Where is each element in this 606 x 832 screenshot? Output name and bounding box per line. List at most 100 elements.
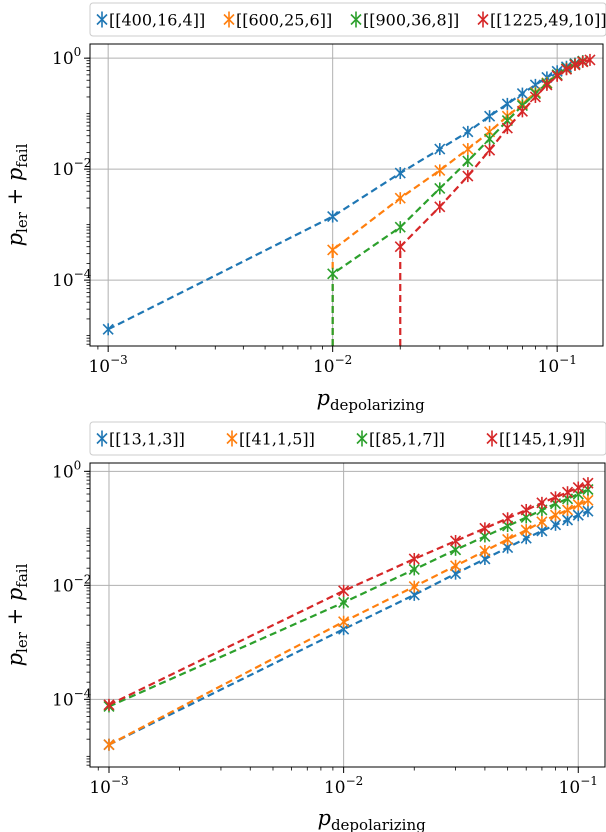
legend-box bbox=[89, 2, 606, 37]
plot-frame bbox=[89, 43, 604, 347]
series-0 bbox=[102, 55, 589, 336]
x-tick-label-0: 10−3 bbox=[88, 353, 127, 377]
series-3-point-6 bbox=[529, 90, 541, 103]
series-3-point-10 bbox=[572, 481, 584, 494]
series-2-point-2 bbox=[408, 563, 420, 576]
series-line-1 bbox=[108, 499, 589, 746]
series-1-point-2 bbox=[434, 164, 446, 177]
series-3-point-3 bbox=[484, 144, 496, 157]
series-line-0 bbox=[107, 60, 584, 331]
series-0-point-5 bbox=[484, 110, 496, 123]
series-0-point-6 bbox=[501, 97, 513, 110]
series-2-point-4 bbox=[484, 132, 496, 145]
series-1-point-6 bbox=[520, 524, 532, 537]
legend-item-3: [[1225,49,10]] bbox=[477, 11, 606, 30]
legend-item-1: [[41,1,5]] bbox=[226, 430, 315, 449]
tick-labels: 10−3 10−2 10−1 10−4 10−2 100 bbox=[52, 45, 577, 377]
legend-label-2: [[85,1,7]] bbox=[369, 430, 445, 449]
series-3-point-0 bbox=[103, 698, 115, 711]
series-0-point-7 bbox=[516, 87, 528, 100]
series-3-point-11 bbox=[582, 477, 594, 490]
y-tick-label-2: 100 bbox=[52, 458, 81, 482]
series-0-point-0 bbox=[102, 323, 114, 336]
series-3 bbox=[394, 53, 596, 346]
grid bbox=[90, 463, 605, 767]
series-3-point-10 bbox=[569, 58, 581, 71]
series-3-point-2 bbox=[462, 170, 474, 183]
series-1-point-1 bbox=[394, 192, 406, 205]
x-tick-label-2: 10−1 bbox=[538, 353, 577, 377]
series-3-point-7 bbox=[541, 78, 553, 91]
series-line-0 bbox=[108, 510, 589, 746]
minor-ticks bbox=[86, 470, 568, 771]
series-1-point-4 bbox=[479, 545, 491, 558]
series-1-point-0 bbox=[103, 738, 115, 751]
series-3-point-2 bbox=[408, 552, 420, 565]
series-2 bbox=[103, 483, 594, 713]
legend-label-2: [[900,36,8]] bbox=[363, 11, 459, 30]
series-3-point-11 bbox=[577, 55, 589, 68]
series-0-point-9 bbox=[561, 514, 574, 527]
series-3 bbox=[103, 477, 594, 711]
x-axis-label: pdepolarizing bbox=[317, 386, 426, 414]
series-0 bbox=[103, 505, 594, 751]
series-3-point-4 bbox=[501, 122, 513, 135]
series-1 bbox=[103, 494, 594, 751]
series-line-3 bbox=[399, 58, 591, 346]
series-2-point-2 bbox=[434, 182, 446, 195]
legend-item-2: [[85,1,7]] bbox=[356, 430, 445, 449]
series-0-point-10 bbox=[572, 509, 584, 522]
chart-top: 10−3 10−2 10−1 10−4 10−2 100 [[400,16,4]] [[600… bbox=[3, 2, 606, 414]
series-3-point-0 bbox=[394, 240, 406, 253]
tick-labels: 10−3 10−2 10−1 10−4 10−2 100 bbox=[52, 458, 598, 798]
series-1-point-10 bbox=[572, 498, 584, 511]
legend-label-1: [[600,25,6]] bbox=[236, 11, 332, 30]
series-3-point-7 bbox=[536, 496, 548, 509]
x-tick-label-0: 10−3 bbox=[89, 774, 128, 798]
series-1-point-0 bbox=[327, 243, 339, 256]
series-line-3 bbox=[108, 482, 589, 706]
y-tick-label-0: 10−4 bbox=[52, 686, 92, 710]
series-0-point-11 bbox=[582, 505, 594, 518]
legend: [[13,1,3]] [[41,1,5]] [[85,1,7]] [[145,1,9]… bbox=[89, 421, 606, 456]
legend-item-3: [[145,1,9]] bbox=[486, 430, 585, 449]
series-3-point-3 bbox=[450, 534, 462, 547]
x-tick-label-1: 10−2 bbox=[313, 353, 352, 377]
series-line-2 bbox=[331, 60, 584, 346]
y-axis-label: pler + pfail bbox=[3, 563, 31, 666]
series-3-point-8 bbox=[549, 491, 562, 504]
series-1 bbox=[327, 55, 589, 346]
y-tick-label-0: 10−4 bbox=[52, 267, 92, 291]
series-0-point-4 bbox=[462, 125, 474, 138]
series-3-point-1 bbox=[338, 584, 350, 597]
legend-box bbox=[89, 421, 606, 456]
series-3-point-9 bbox=[560, 63, 573, 76]
series-0-point-1 bbox=[327, 210, 339, 223]
series-line-1 bbox=[331, 60, 584, 346]
series-0-point-3 bbox=[434, 143, 446, 156]
y-axis-label: pler + pfail bbox=[3, 143, 31, 246]
series-3-point-1 bbox=[434, 200, 446, 213]
series-2 bbox=[327, 55, 589, 346]
series-1-point-1 bbox=[338, 615, 350, 628]
chart-bottom: 10−3 10−2 10−1 10−4 10−2 100 [[13,1,3]] [[41,1,… bbox=[3, 421, 606, 832]
series-2-point-1 bbox=[394, 221, 406, 234]
series-0-point-2 bbox=[394, 167, 406, 180]
legend: [[400,16,4]] [[600,25,6]] [[900,36,8]] [[12… bbox=[89, 2, 606, 37]
legend-item-0: [[13,1,3]] bbox=[96, 430, 185, 449]
series-1-point-5 bbox=[502, 533, 514, 546]
series-3-point-12 bbox=[584, 53, 596, 66]
legend-item-2: [[900,36,8]] bbox=[350, 11, 459, 30]
x-tick-label-1: 10−2 bbox=[324, 774, 363, 798]
series-1-point-11 bbox=[582, 494, 594, 507]
series-2-point-3 bbox=[462, 155, 474, 168]
legend-label-0: [[13,1,3]] bbox=[109, 430, 185, 449]
minor-ticks bbox=[86, 57, 548, 350]
legend-label-0: [[400,16,4]] bbox=[109, 11, 205, 30]
plot-frame bbox=[89, 462, 606, 768]
y-tick-label-1: 10−2 bbox=[52, 156, 91, 180]
series-1-point-3 bbox=[462, 143, 474, 156]
series-2-point-0 bbox=[327, 267, 339, 280]
legend-label-3: [[145,1,9]] bbox=[499, 430, 585, 449]
